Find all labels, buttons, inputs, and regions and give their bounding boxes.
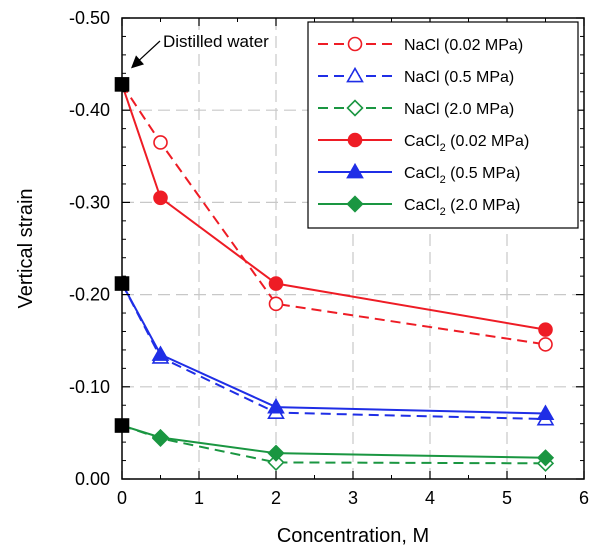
x-tick-label: 6	[579, 488, 589, 508]
y-tick-label: -0.20	[69, 285, 110, 305]
x-tick-label: 5	[502, 488, 512, 508]
legend-marker	[347, 132, 363, 148]
data-point	[267, 444, 285, 462]
y-tick-label: 0.00	[75, 469, 110, 489]
series-5	[121, 424, 555, 467]
legend-box	[307, 21, 579, 229]
series-0	[121, 83, 553, 352]
legend: NaCl (0.02 MPa) NaCl (0.5 MPa) NaCl (2.0 M…	[307, 21, 579, 229]
y-tick-label: -0.40	[69, 100, 110, 120]
legend-marker	[346, 99, 364, 117]
data-point	[268, 276, 284, 291]
x-tick-label: 4	[425, 488, 435, 508]
distilled-water-annotation: Distilled water	[163, 32, 269, 51]
legend-item: CaCl2 (2.0 MPa)	[318, 195, 520, 218]
data-point	[267, 453, 285, 472]
axis-ticks: 0.00 -0.10 -0.20 -0.30 -0.40 -0.50 0 1 2 3 4 5 6	[69, 8, 589, 508]
legend-marker	[346, 162, 364, 179]
y-tick-label: -0.30	[69, 192, 110, 212]
x-tick-label: 1	[194, 488, 204, 508]
legend-item: NaCl (0.02 MPa)	[318, 36, 523, 54]
legend-label: CaCl2 (2.0 MPa)	[404, 197, 520, 218]
data-point	[538, 337, 553, 352]
series-line	[121, 283, 546, 415]
y-axis-title: Vertical strain	[15, 188, 37, 308]
annotation-arrow-icon	[131, 55, 144, 69]
data-point	[151, 428, 170, 447]
series-3	[121, 84, 553, 337]
series-4	[121, 283, 555, 420]
data-point	[536, 449, 555, 467]
x-axis-title: Concentration, M	[277, 525, 429, 547]
y-tick-label: -0.50	[69, 8, 110, 28]
data-point	[267, 397, 285, 414]
data-point	[153, 135, 168, 150]
series-line	[121, 424, 546, 459]
legend-marker	[346, 66, 364, 83]
annotation-leader	[138, 40, 161, 61]
legend-item: NaCl (2.0 MPa)	[318, 99, 514, 118]
legend-marker	[347, 36, 363, 52]
legend-label: CaCl2 (0.02 MPa)	[404, 133, 529, 154]
legend-item: CaCl2 (0.5 MPa)	[318, 162, 520, 186]
data-point	[538, 322, 553, 337]
legend-label: NaCl (2.0 MPa)	[404, 101, 514, 118]
data-point	[268, 296, 284, 312]
legend-marker	[346, 195, 364, 213]
x-tick-label: 0	[117, 488, 127, 508]
y-tick-label: -0.10	[69, 377, 110, 397]
legend-label: NaCl (0.5 MPa)	[404, 69, 514, 86]
series-layer	[121, 83, 555, 472]
data-point	[536, 404, 555, 420]
data-point	[153, 190, 168, 206]
data-point	[151, 345, 170, 361]
x-tick-label: 3	[348, 488, 358, 508]
x-tick-label: 2	[271, 488, 281, 508]
annotation: Distilled water	[131, 32, 269, 69]
series-line	[121, 83, 546, 346]
legend-label: NaCl (0.02 MPa)	[404, 37, 523, 54]
legend-item: NaCl (0.5 MPa)	[318, 66, 514, 86]
legend-label: CaCl2 (0.5 MPa)	[404, 165, 520, 186]
legend-item: CaCl2 (0.02 MPa)	[318, 132, 529, 154]
series-line	[121, 84, 546, 331]
